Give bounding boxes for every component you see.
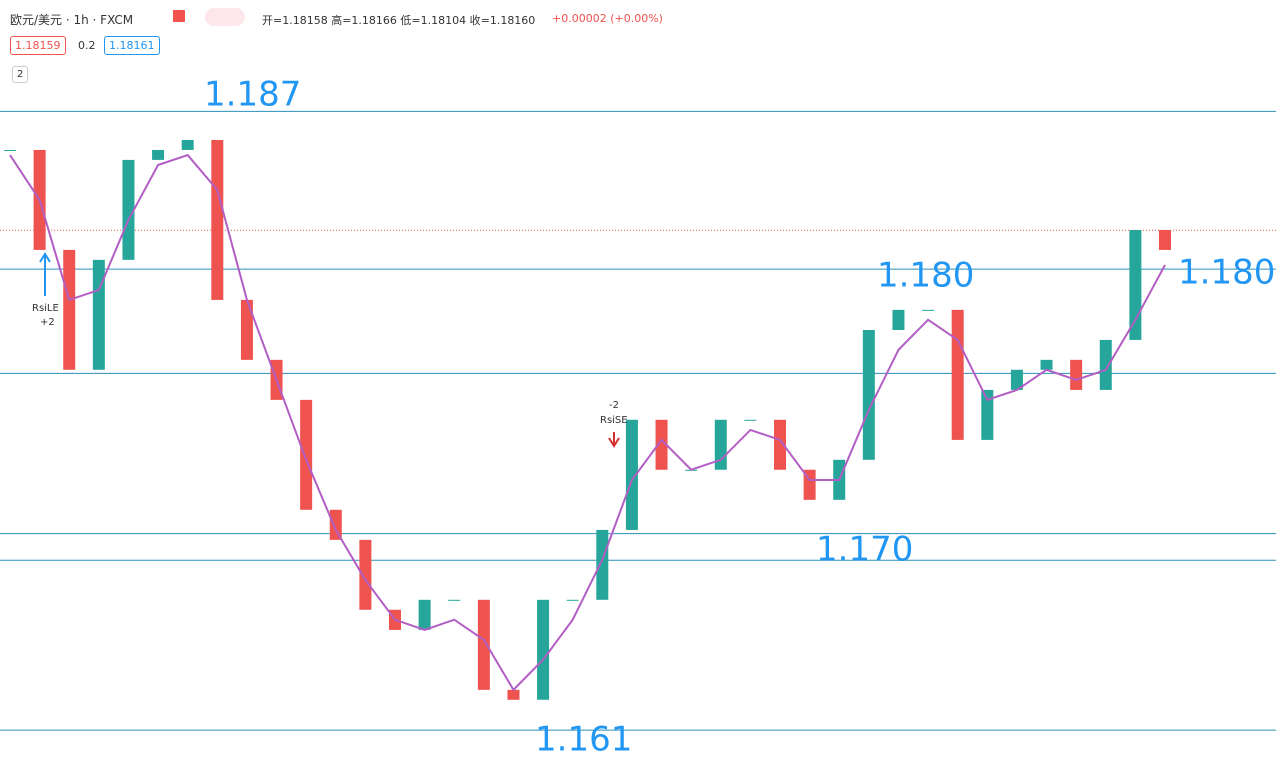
candle-body (477, 599, 490, 690)
candle-body (744, 419, 757, 421)
spread: 0.2 (78, 39, 96, 52)
moving-average (9, 153, 1166, 692)
flag[interactable] (173, 10, 185, 22)
candle-body (507, 689, 520, 700)
ask-box[interactable]: 1.18161 (104, 36, 160, 55)
candle-body (537, 599, 550, 700)
signal-label: +2 (40, 317, 55, 328)
bid-box[interactable]: 1.18159 (10, 36, 66, 55)
candle-body (418, 599, 431, 630)
candle-body (1159, 230, 1171, 250)
candle-body (951, 309, 964, 440)
candle-body (922, 309, 935, 311)
candle-body (300, 399, 313, 510)
buy-arrow (39, 252, 51, 296)
candle-body (4, 149, 16, 151)
indicator-toggle[interactable]: 2 (12, 66, 29, 83)
candle-body (1040, 359, 1053, 370)
candle-body (359, 539, 372, 610)
candle-body (448, 599, 461, 601)
candle-body (122, 159, 135, 260)
candle-body (92, 259, 105, 370)
ohlc: 开=1.18158 高=1.18166 低=1.18104 收=1.18160 (262, 14, 536, 27)
candle-body (774, 419, 786, 470)
candle-body (240, 299, 253, 360)
signal-label: RsiLE (32, 303, 59, 314)
candle-body (981, 389, 994, 440)
candle-body (63, 249, 76, 370)
candle-body (329, 509, 342, 540)
candle-body (596, 529, 609, 600)
candle-body (181, 140, 194, 150)
change: +0.00002 (+0.00%) (552, 12, 663, 25)
candle-body (1129, 230, 1142, 340)
signal-label: RsiSE (600, 415, 628, 426)
candle-body (1070, 359, 1083, 390)
candle-body (625, 419, 638, 530)
status-pill[interactable] (205, 8, 245, 26)
candle-body (566, 599, 579, 601)
symbol[interactable]: 欧元/美元 · 1h · FXCM (10, 13, 134, 27)
candle-body (1099, 339, 1112, 390)
candle-body (655, 419, 668, 470)
candle-body (862, 329, 875, 460)
level-label: 1.161 (535, 720, 632, 760)
level-label: 1.180 (1178, 253, 1275, 293)
level-label: 1.180 (877, 256, 974, 296)
sell-arrow (608, 432, 620, 448)
signal-label: -2 (609, 400, 619, 411)
level-label: 1.170 (816, 530, 913, 570)
candle-body (1010, 369, 1023, 390)
candle-body (211, 140, 224, 300)
candle-body (152, 149, 165, 160)
level-label: 1.187 (204, 75, 301, 115)
candle-body (892, 309, 905, 330)
